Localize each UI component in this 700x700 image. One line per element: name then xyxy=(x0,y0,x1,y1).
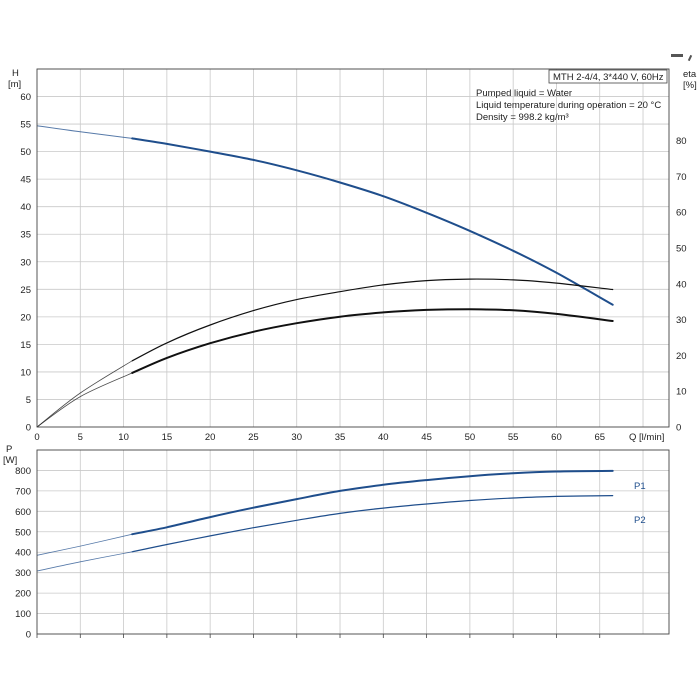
top-plot-frame xyxy=(36,68,670,428)
bottom-tick-labels: 0 100 200 300 400 500 600 700 800 xyxy=(15,466,601,641)
eta-tick-label: 40 xyxy=(676,279,687,290)
p-tick-label: 700 xyxy=(15,486,31,497)
x-tick-label: 10 xyxy=(118,432,129,443)
h-tick-label: 30 xyxy=(20,257,31,268)
eta-tick-label: 20 xyxy=(676,351,687,362)
info-box-frame xyxy=(548,69,668,84)
eta-tick-label: 70 xyxy=(676,172,687,183)
x-tick-label: 35 xyxy=(335,432,346,443)
pump-model: MTH 2-4/4, 3*440 V, 60Hz xyxy=(553,72,664,83)
head-curve-extension xyxy=(36,125,133,139)
x-tick-label: 45 xyxy=(421,432,432,443)
x-tick-label: 55 xyxy=(508,432,519,443)
bottom-series xyxy=(36,469,614,572)
power-p1-curve xyxy=(131,469,614,536)
h-axis-unit: [m] xyxy=(8,79,21,90)
eta-tick-label: 30 xyxy=(676,315,687,326)
x-tick-label: 30 xyxy=(291,432,302,443)
power-panel: 0 100 200 300 400 500 600 700 800 P [W] P1 P2 xyxy=(3,444,670,641)
h-tick-label: 0 xyxy=(26,423,31,434)
eta-axis-label: eta xyxy=(683,69,697,80)
h-tick-label: 40 xyxy=(20,202,31,213)
liquid-temperature: Liquid temperature during operation = 20… xyxy=(476,100,661,111)
power-p1-curve-extension xyxy=(36,533,133,556)
h-tick-label: 60 xyxy=(20,92,31,103)
p-tick-label: 500 xyxy=(15,527,31,538)
x-tick-label: 5 xyxy=(78,432,83,443)
p-tick-label: 100 xyxy=(15,609,31,620)
bottom-plot-frame xyxy=(36,449,670,635)
efficiency-curve-upper xyxy=(131,278,614,362)
corner-marks xyxy=(671,54,693,62)
h-tick-label: 5 xyxy=(26,395,31,406)
h-tick-label: 35 xyxy=(20,230,31,241)
p-axis-unit: [W] xyxy=(3,455,17,466)
eta-tick-label: 80 xyxy=(676,136,687,147)
eta-tick-label: 10 xyxy=(676,387,687,398)
top-tick-labels: 0 5 10 15 20 25 30 35 40 45 50 55 60 65 0 5 10 15 20 25 30 35… xyxy=(20,92,686,443)
efficiency-curve-lower xyxy=(131,308,614,374)
p-axis-label: P xyxy=(6,444,12,455)
x-tick-label: 50 xyxy=(465,432,476,443)
p-tick-label: 600 xyxy=(15,507,31,518)
x-tick-label: 40 xyxy=(378,432,389,443)
p-tick-label: 200 xyxy=(15,589,31,600)
h-axis-label: H xyxy=(12,68,19,79)
info-box: MTH 2-4/4, 3*440 V, 60Hz Pumped liquid =… xyxy=(476,69,668,123)
top-series xyxy=(36,125,614,428)
legend-p2: P2 xyxy=(634,515,646,526)
p-tick-label: 300 xyxy=(15,568,31,579)
x-tick-label: 20 xyxy=(205,432,216,443)
eta-axis-unit: [%] xyxy=(683,80,697,91)
x-tick-label: 15 xyxy=(162,432,173,443)
efficiency-curve-upper-extension xyxy=(36,360,133,428)
liquid-density: Density = 998.2 kg/m³ xyxy=(476,112,569,123)
x-tick-label: 65 xyxy=(594,432,605,443)
x-tick-label: 60 xyxy=(551,432,562,443)
head-efficiency-panel: 0 5 10 15 20 25 30 35 40 45 50 55 60 65 0 5 10 15 20 25 30 35… xyxy=(8,68,697,443)
h-tick-label: 25 xyxy=(20,285,31,296)
h-tick-label: 55 xyxy=(20,120,31,131)
pumped-liquid: Pumped liquid = Water xyxy=(476,88,572,99)
h-tick-label: 10 xyxy=(20,367,31,378)
power-p2-curve xyxy=(131,495,614,553)
eta-tick-label: 60 xyxy=(676,208,687,219)
p-tick-label: 400 xyxy=(15,548,31,559)
p-tick-label: 0 xyxy=(26,630,31,641)
eta-tick-label: 0 xyxy=(676,423,681,434)
head-curve xyxy=(131,137,614,306)
x-tick-label: 0 xyxy=(34,432,39,443)
legend-p1: P1 xyxy=(634,481,646,492)
h-tick-label: 50 xyxy=(20,147,31,158)
q-axis-label: Q [l/min] xyxy=(629,432,664,443)
h-tick-label: 20 xyxy=(20,312,31,323)
efficiency-curve-lower-extension xyxy=(36,372,133,428)
h-tick-label: 15 xyxy=(20,340,31,351)
bottom-grid xyxy=(37,450,669,634)
h-tick-label: 45 xyxy=(20,175,31,186)
power-p2-curve-extension xyxy=(36,551,133,572)
x-tick-label: 25 xyxy=(248,432,259,443)
top-grid xyxy=(37,68,669,427)
eta-tick-label: 50 xyxy=(676,244,687,255)
p-tick-label: 800 xyxy=(15,466,31,477)
